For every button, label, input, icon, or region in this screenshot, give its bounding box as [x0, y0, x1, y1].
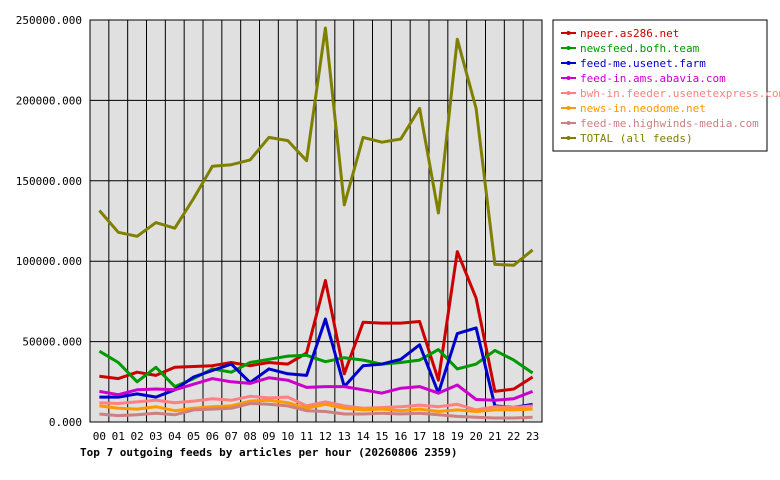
- legend-label: feed-me.highwinds-media.com: [580, 117, 759, 130]
- y-tick-label: 200000.000: [16, 94, 82, 107]
- x-tick-label: 12: [319, 430, 332, 443]
- x-tick-label: 16: [394, 430, 407, 443]
- y-tick-label: 150000.000: [16, 175, 82, 188]
- series-line: [99, 376, 534, 402]
- legend-marker: [566, 121, 571, 125]
- legend-marker: [566, 76, 571, 80]
- plot-frame: [89, 19, 543, 423]
- series-line: [99, 402, 533, 420]
- series-line: [98, 348, 534, 389]
- y-tick-label: 0.000: [49, 416, 82, 429]
- x-tick-label: 18: [432, 430, 445, 443]
- x-tick-label: 19: [451, 430, 464, 443]
- legend-label: npeer.as286.net: [580, 27, 679, 40]
- series-line: [99, 394, 533, 412]
- legend-label: feed-me.usenet.farm: [580, 57, 706, 70]
- legend-box: [552, 19, 768, 152]
- legend-marker: [566, 91, 571, 95]
- x-tick-label: 15: [375, 430, 388, 443]
- x-tick-label: 04: [168, 430, 182, 443]
- x-axis: 00 01 02 03 04 05 06 07 08 09 10 11 12 13 14 15 16 17 18 19…: [93, 430, 539, 443]
- y-tick-label: 100000.000: [16, 255, 82, 268]
- x-tick-label: 13: [338, 430, 351, 443]
- y-tick-label: 250000.000: [16, 14, 82, 27]
- x-tick-label: 17: [413, 430, 426, 443]
- legend-label: news-in.neodome.net: [580, 102, 706, 115]
- legend-label: feed-in.ams.abavia.com: [580, 72, 726, 85]
- chart-caption: Top 7 outgoing feeds by articles per hou…: [80, 446, 458, 459]
- x-tick-label: 07: [225, 430, 238, 443]
- series-line: [99, 250, 534, 393]
- legend-marker: [566, 61, 571, 65]
- legend-label: newsfeed.bofh.team: [580, 42, 700, 55]
- y-tick-label: 50000.000: [22, 336, 82, 349]
- legend-marker: [566, 46, 571, 50]
- x-tick-label: 11: [300, 430, 313, 443]
- legend-marker: [566, 136, 571, 140]
- series-line: [98, 26, 534, 267]
- x-tick-label: 03: [149, 430, 162, 443]
- series-line: [99, 398, 533, 413]
- x-tick-label: 01: [112, 430, 125, 443]
- x-tick-label: 05: [187, 430, 200, 443]
- y-axis: 0.000 50000.000 100000.000 150000.000 200000…: [16, 14, 82, 429]
- x-tick-label: 23: [526, 430, 539, 443]
- x-tick-label: 08: [243, 430, 256, 443]
- legend-marker: [566, 31, 571, 35]
- x-tick-label: 10: [281, 430, 294, 443]
- legend-marker: [566, 106, 571, 110]
- x-tick-label: 22: [507, 430, 520, 443]
- x-tick-label: 02: [130, 430, 143, 443]
- legend-label: TOTAL (all feeds): [580, 132, 693, 145]
- x-tick-label: 09: [262, 430, 275, 443]
- x-tick-label: 06: [206, 430, 219, 443]
- x-tick-label: 14: [356, 430, 370, 443]
- legend: npeer.as286.net newsfeed.bofh.team feed-me…: [561, 27, 780, 145]
- x-tick-label: 21: [488, 430, 501, 443]
- x-tick-label: 00: [93, 430, 106, 443]
- series-lines: [98, 26, 534, 420]
- legend-label: bwh-in.feeder.usenetexpress.com: [580, 87, 780, 100]
- x-tick-label: 20: [469, 430, 482, 443]
